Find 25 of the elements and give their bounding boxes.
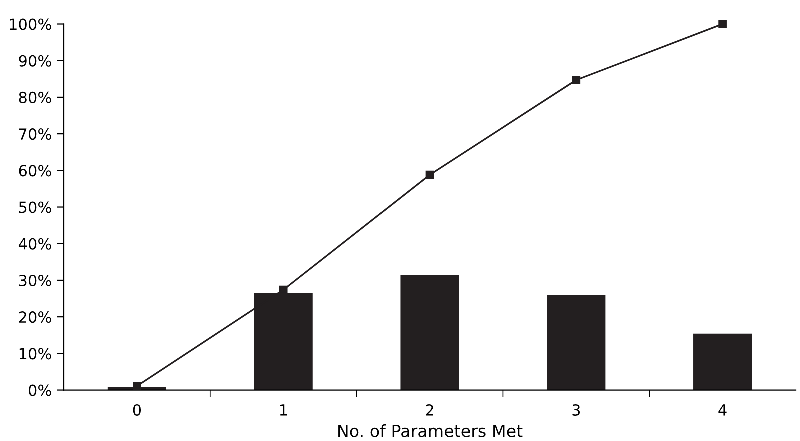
x-tick-label: 4 xyxy=(718,404,727,416)
x-tick-label: 1 xyxy=(280,404,288,416)
point xyxy=(279,286,288,294)
x-tick-label: 3 xyxy=(572,404,580,416)
y-tick-label: 70% xyxy=(19,128,52,140)
x-tick-label: 2 xyxy=(426,404,434,416)
y-tick-label: 100% xyxy=(10,18,52,30)
x-axis-title: No. of Parameters Met xyxy=(338,424,523,438)
bar xyxy=(547,295,606,390)
bar xyxy=(400,274,460,390)
y-tick-label: 0% xyxy=(28,384,52,396)
point xyxy=(718,20,727,28)
x-tick-label: 0 xyxy=(133,404,142,416)
y-tick-label: 10% xyxy=(20,348,52,360)
y-tick-label: 60% xyxy=(19,165,52,177)
y-tick-label: 30% xyxy=(19,274,52,286)
y-tick-label: 90% xyxy=(19,55,52,67)
bar xyxy=(694,334,752,390)
point xyxy=(572,76,581,84)
y-tick-label: 40% xyxy=(18,238,52,250)
point xyxy=(426,170,434,180)
y-tick-label: 20% xyxy=(19,312,52,324)
y-tick-label: 80% xyxy=(19,92,52,104)
point xyxy=(133,382,142,390)
y-tick-label: 50% xyxy=(19,202,52,214)
